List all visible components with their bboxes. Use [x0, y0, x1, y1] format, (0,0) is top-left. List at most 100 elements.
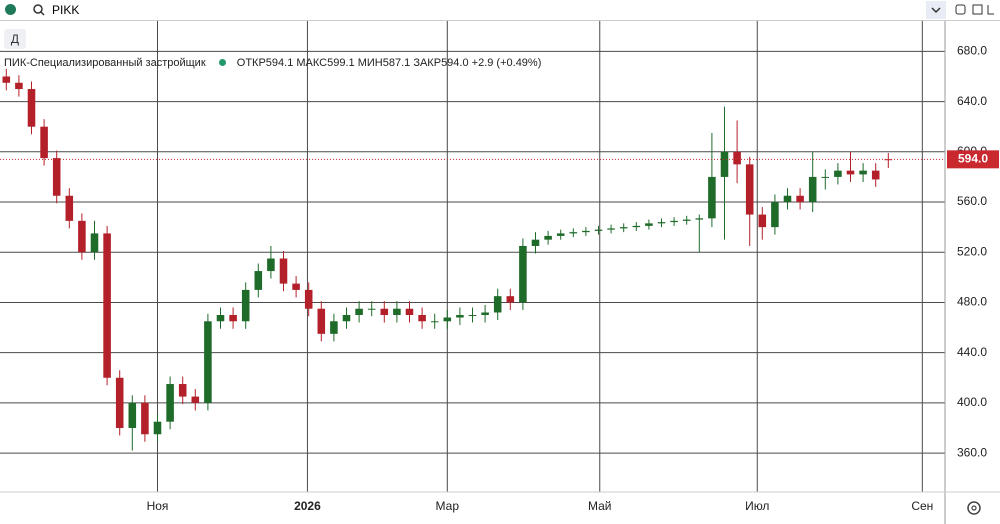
- candle-body: [758, 214, 767, 228]
- candle-body: [556, 233, 565, 236]
- candle-body: [52, 158, 61, 196]
- y-tick-label: 520.0: [957, 244, 987, 258]
- interval-button[interactable]: Д: [4, 29, 26, 49]
- candle-body: [27, 89, 36, 127]
- candle-body: [821, 176, 830, 178]
- candle-body: [582, 230, 590, 233]
- y-tick-label: 560.0: [957, 194, 987, 208]
- candle-body: [191, 396, 200, 403]
- candle-body: [267, 258, 275, 272]
- candle-body: [90, 233, 99, 253]
- ohlc-value: 594.0: [441, 57, 469, 69]
- candle-body: [771, 202, 779, 228]
- candle-body: [2, 76, 11, 83]
- legend: ПИК-Специализированный застройщик ОТКР59…: [4, 57, 541, 69]
- candle-body: [808, 176, 817, 203]
- x-tick-label: Ноя: [147, 499, 169, 513]
- candle-body: [859, 170, 867, 175]
- candle-body: [695, 218, 704, 220]
- y-tick-label: 440.0: [957, 345, 987, 359]
- candle-body: [153, 421, 162, 435]
- candle-body: [796, 195, 804, 203]
- ohlc-value: 587.1: [382, 57, 411, 69]
- change: +2.9 (+0.49%): [471, 57, 542, 69]
- y-tick-label: 480.0: [957, 295, 987, 309]
- candle-body: [594, 229, 603, 231]
- candle-body: [430, 321, 439, 323]
- candle-body: [241, 289, 250, 322]
- candle-body: [380, 308, 389, 315]
- candle-body: [834, 170, 842, 177]
- candle-body: [103, 233, 111, 378]
- candle-body: [141, 402, 149, 435]
- candle-body: [783, 195, 792, 203]
- candle-body: [745, 164, 754, 215]
- window-controls[interactable]: [926, 1, 996, 19]
- toolbar: PIKK: [0, 0, 1000, 21]
- ohlc-label: ЗАКР: [413, 57, 442, 69]
- candle-body: [846, 170, 855, 175]
- x-tick-label: Сен: [911, 499, 933, 513]
- y-tick-label: 680.0: [957, 44, 987, 58]
- candle-body: [418, 315, 426, 322]
- candle-body: [216, 315, 225, 322]
- ohlc-values: ОТКР594.1 МАКС599.1 МИН587.1 ЗАКР594.0: [237, 57, 472, 69]
- candle-body: [393, 308, 401, 315]
- candle-body: [292, 283, 300, 290]
- candle-body: [204, 321, 212, 403]
- candle-body: [506, 296, 515, 303]
- ohlc-value: 594.1: [265, 57, 294, 69]
- candle-body: [229, 315, 237, 322]
- candle-body: [443, 317, 452, 322]
- settings-gear: [967, 501, 981, 515]
- candle-body: [569, 232, 578, 234]
- ohlc-label: ОТКР: [236, 57, 266, 69]
- candle-body: [645, 223, 653, 226]
- candle-body: [40, 126, 48, 159]
- x-tick-label: Мар: [436, 499, 460, 513]
- candle-body: [15, 82, 23, 90]
- settings-icon[interactable]: [967, 501, 981, 515]
- candle-body: [519, 245, 527, 303]
- candle-body: [178, 384, 187, 397]
- candle-body: [531, 239, 540, 246]
- candle-body: [481, 312, 489, 315]
- last-price-label: 594.0: [958, 152, 988, 166]
- status-dot: [218, 59, 226, 66]
- ohlc-label: МИН: [357, 57, 383, 69]
- candle-body: [720, 151, 729, 177]
- ohlc-value: 599.1: [327, 57, 355, 69]
- candle-body: [682, 219, 691, 221]
- symbol[interactable]: PIKK: [52, 3, 80, 17]
- x-tick-label: 2026: [294, 499, 321, 513]
- last-price-box: [947, 150, 999, 169]
- search-icon[interactable]: [32, 3, 46, 17]
- candle-body: [304, 289, 313, 309]
- y-tick-label: 400.0: [957, 395, 987, 409]
- candle-body: [166, 384, 174, 422]
- candle-body: [317, 308, 326, 334]
- candle-body: [619, 227, 628, 229]
- candle-body: [405, 308, 414, 315]
- candle-body: [657, 222, 666, 224]
- x-tick-label: Май: [588, 499, 612, 513]
- candle-body: [708, 176, 716, 219]
- candle-body: [367, 308, 376, 310]
- y-tick-label: 640.0: [957, 94, 987, 108]
- candle-body: [65, 195, 74, 221]
- instrument-name: ПИК-Специализированный застройщик: [4, 57, 206, 69]
- candle-body: [330, 321, 338, 334]
- candle-body: [493, 296, 502, 313]
- candle-body: [456, 315, 464, 318]
- status-dot: [5, 4, 16, 15]
- candle-body: [607, 228, 615, 230]
- candle-body: [544, 235, 552, 240]
- candle-body: [632, 225, 641, 228]
- settings-gear: [971, 505, 977, 511]
- x-tick-label: Июл: [745, 499, 769, 513]
- ohlc-label: МАКС: [296, 57, 328, 69]
- candle-body: [279, 258, 288, 284]
- candle-body: [128, 402, 137, 428]
